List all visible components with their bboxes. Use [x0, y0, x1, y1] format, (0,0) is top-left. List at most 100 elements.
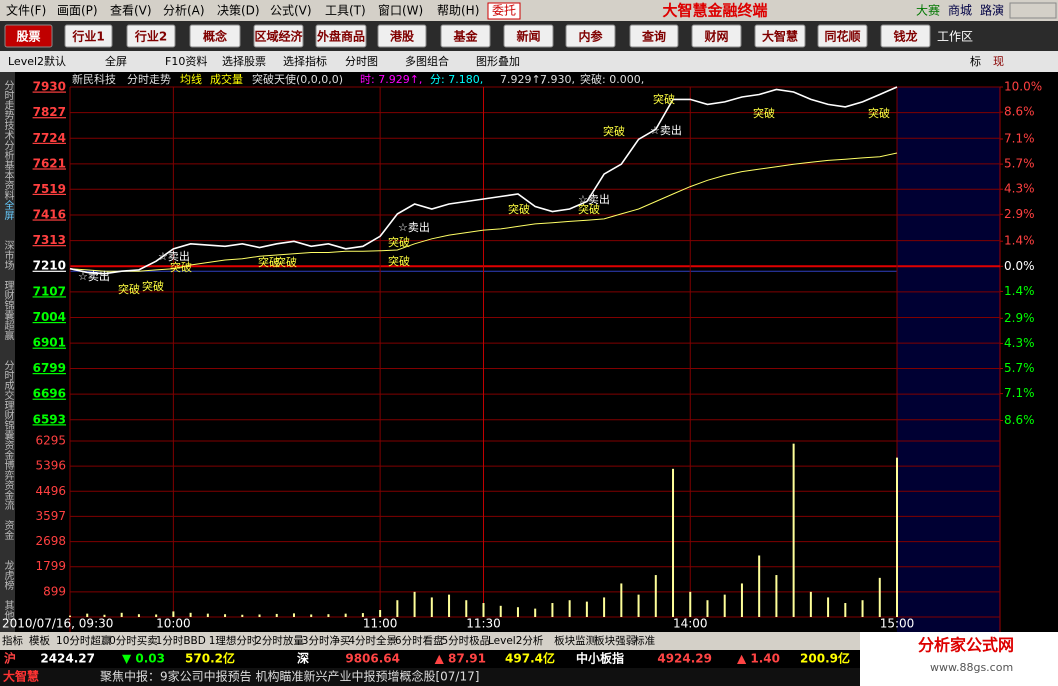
logo-name: 分析家公式网 [918, 636, 1014, 655]
bottom-tab[interactable]: 0分时买卖 [109, 635, 158, 647]
window-controls[interactable] [1009, 2, 1057, 19]
toolbar-label[interactable]: 港股 [390, 29, 415, 44]
menu-item[interactable]: 工具(T) [325, 4, 366, 18]
title-link[interactable]: 路演 [980, 3, 1004, 18]
menu-item[interactable]: 帮助(H) [437, 4, 479, 18]
volume-bar [568, 600, 571, 617]
toolbar-label[interactable]: 概念 [203, 29, 227, 44]
toolbar-button[interactable] [4, 24, 53, 48]
y-tick-label: 7827 [33, 105, 66, 119]
toolbar-button[interactable] [629, 24, 679, 48]
toolbar-label[interactable]: 外盘商品 [317, 29, 365, 44]
toolbar-label[interactable]: 钱龙 [893, 29, 917, 44]
tab[interactable]: 多图组合 [405, 54, 449, 68]
entrust-box[interactable] [487, 2, 521, 20]
info-text: 分时走势 [127, 73, 171, 86]
menu-item[interactable]: 查看(V) [110, 4, 152, 18]
tab[interactable]: Level2默认 [8, 55, 66, 68]
volume-bar [585, 601, 588, 617]
side-tab[interactable]: 资金博弈 [2, 440, 14, 481]
tab[interactable]: 分时图 [345, 55, 378, 68]
side-tab[interactable]: 分时走势 [2, 80, 14, 121]
toolbar-button[interactable] [189, 24, 241, 48]
toolbar-label[interactable]: 查询 [641, 29, 666, 44]
bottom-tab[interactable]: 6分时看盘 [395, 634, 444, 647]
toolbar-button[interactable] [315, 24, 367, 48]
tab[interactable]: 选择股票 [222, 54, 266, 68]
volume-tick-label: 5396 [35, 459, 66, 473]
side-tab[interactable]: 全屏 [2, 199, 14, 221]
side-tab[interactable]: 技术分析 [2, 119, 14, 161]
annotation: ☆卖出 [398, 220, 430, 234]
toolbar-label[interactable]: 大智慧 [762, 29, 798, 44]
bottom-tab[interactable]: 10分时超赢 [56, 634, 112, 647]
right-tab[interactable]: 标 [970, 54, 981, 68]
toolbar-button[interactable] [503, 24, 554, 48]
toolbar-label[interactable]: 区域经济 [254, 29, 303, 44]
toolbar-button[interactable] [880, 24, 931, 48]
menu-item[interactable]: 文件(F) [6, 3, 46, 18]
menu-item[interactable]: 决策(D) [217, 4, 260, 18]
title-link[interactable]: 商城 [948, 3, 972, 18]
menu-item[interactable]: 窗口(W) [378, 4, 423, 18]
side-strip [0, 72, 15, 632]
toolbar-label[interactable]: 同花顺 [824, 29, 860, 44]
bottom-tab[interactable]: 板块监测 [554, 634, 596, 647]
side-tab[interactable]: 龙虎榜 [2, 559, 14, 591]
news-headline[interactable]: 聚焦中报：9家公司中报预告 机构瞄准新兴产业中报预增概念股[07/17] [100, 669, 479, 684]
toolbar-button[interactable] [440, 24, 491, 48]
index-field: 570.2亿 [185, 651, 235, 666]
toolbar-button[interactable] [377, 24, 427, 48]
bottom-tab[interactable]: 3分时净买 [302, 634, 351, 647]
toolbar-button[interactable] [64, 24, 113, 48]
toolbar-button[interactable] [817, 24, 868, 48]
side-tab[interactable]: 超赢 [2, 319, 14, 341]
side-tab[interactable]: 资金流 [2, 480, 14, 511]
toolbar-button[interactable] [253, 24, 304, 48]
side-tab[interactable]: 理财锦囊 [2, 400, 14, 441]
workspace[interactable]: 工作区 [937, 30, 973, 44]
y2-tick-label: 10.0% [1004, 80, 1042, 94]
side-tab[interactable]: 资金 [2, 520, 14, 540]
toolbar-button[interactable] [754, 24, 806, 48]
bottom-tab[interactable]: 4分时全景 [348, 634, 397, 647]
side-tab[interactable]: 基本资料 [2, 159, 14, 201]
tab[interactable]: 全屏 [105, 54, 127, 68]
bottom-tab[interactable]: 2分时放量 [255, 634, 304, 647]
side-tab[interactable]: 深市场 [2, 240, 14, 271]
toolbar-button[interactable] [691, 24, 742, 48]
info-text: 新民科技 [72, 72, 116, 86]
toolbar-label[interactable]: 行业2 [134, 29, 167, 44]
bottom-tab[interactable]: 模板 [29, 634, 50, 647]
menu-item[interactable]: 公式(V) [270, 4, 312, 18]
tab[interactable]: 图形叠加 [476, 55, 520, 68]
title-link[interactable]: 大赛 [916, 3, 940, 18]
side-tab[interactable]: 其他 [2, 600, 14, 621]
bottom-tab[interactable]: 1分时BBD [156, 635, 206, 647]
bottom-tab[interactable]: 1理想分时 [209, 634, 258, 647]
menu-item[interactable]: 画面(P) [57, 4, 98, 18]
volume-bar [603, 597, 606, 617]
bottom-tab[interactable]: 板块强弱 [594, 634, 636, 647]
toolbar-label[interactable]: 内参 [578, 29, 603, 44]
bottom-tab[interactable]: 5分时极品 [441, 634, 490, 647]
toolbar-label[interactable]: 财网 [703, 29, 728, 44]
volume-bar [534, 608, 537, 617]
side-tab[interactable]: 分时成交 [2, 360, 14, 401]
menu-item[interactable]: 分析(A) [163, 4, 205, 18]
toolbar-label[interactable]: 基金 [452, 29, 478, 44]
toolbar-button[interactable] [565, 24, 616, 48]
side-tab[interactable]: 理财锦囊 [2, 280, 14, 321]
entrust[interactable]: 委托 [492, 4, 516, 18]
bottom-tab[interactable]: 指标 [2, 634, 23, 647]
volume-bar [137, 614, 140, 617]
toolbar-button[interactable] [126, 24, 176, 48]
toolbar-label[interactable]: 行业1 [71, 29, 104, 44]
tab[interactable]: F10资料 [165, 54, 207, 68]
toolbar-label[interactable]: 股票 [16, 29, 40, 44]
bottom-tab[interactable]: Level2分析 [488, 634, 544, 647]
toolbar-label[interactable]: 新闻 [516, 29, 540, 44]
bottom-tab[interactable]: 标准 [634, 635, 655, 647]
tab[interactable]: 选择指标 [283, 54, 327, 68]
right-tab[interactable]: 现 [993, 55, 1004, 68]
